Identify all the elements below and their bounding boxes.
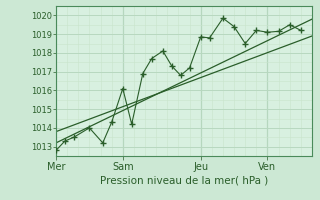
- X-axis label: Pression niveau de la mer( hPa ): Pression niveau de la mer( hPa ): [100, 176, 268, 186]
